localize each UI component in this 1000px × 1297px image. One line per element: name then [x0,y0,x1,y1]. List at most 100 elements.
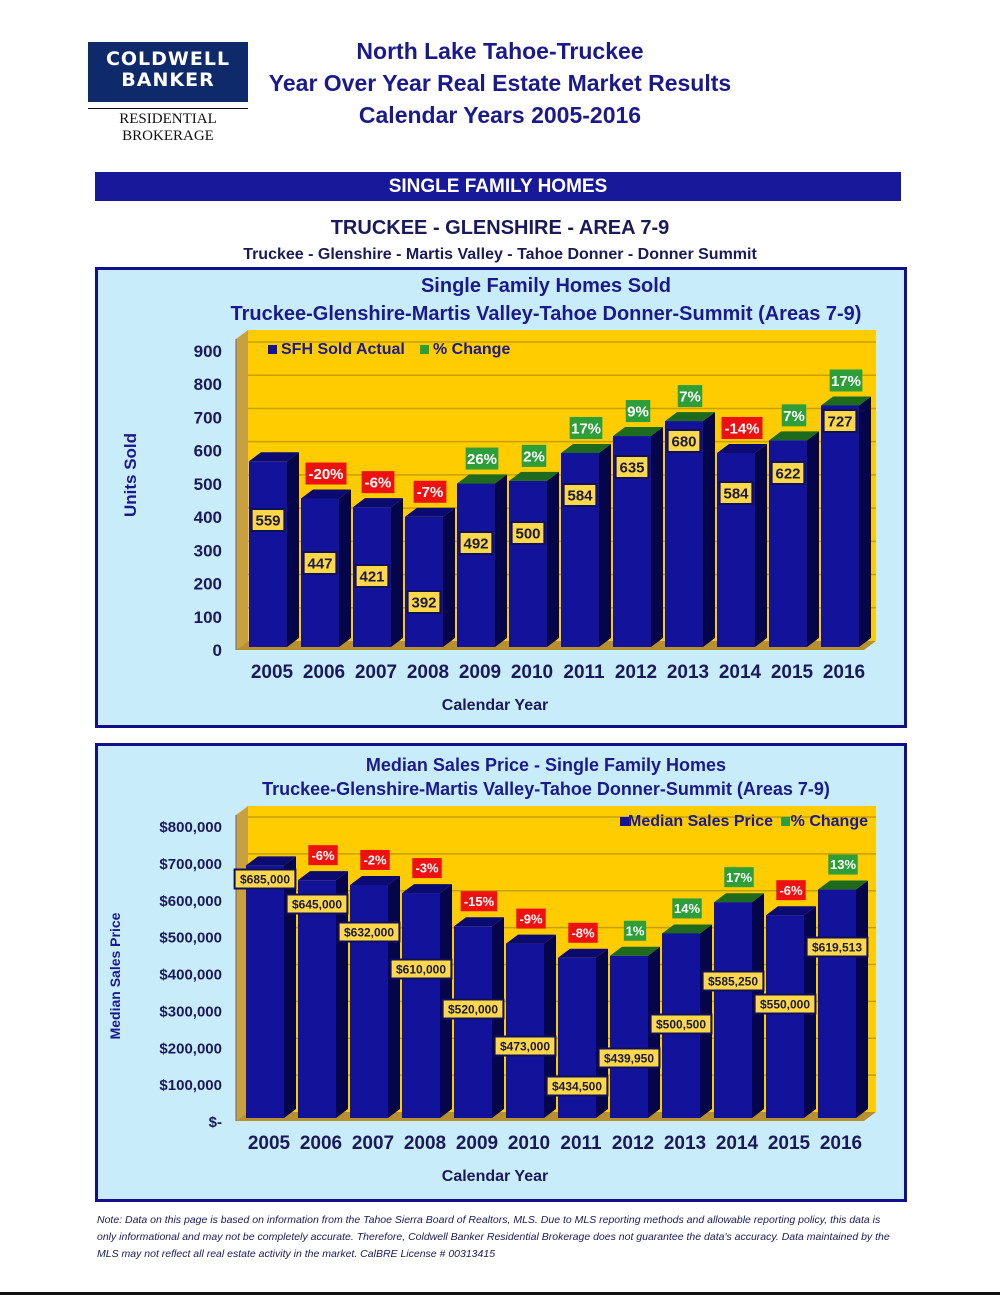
chart-title: Median Sales Price - Single Family Homes [366,755,726,775]
value-label: $685,000 [240,872,290,886]
pct-change-label: 13% [830,857,856,872]
legend-label-change: % Change [433,341,510,358]
pct-change-label-box [625,400,651,423]
y-tick-label: $100,000 [159,1077,222,1094]
footnote: Note: Data on this page is based on info… [97,1214,890,1260]
bar-2014 [714,902,752,1118]
bar-top [818,880,868,890]
pct-change-label: 9% [627,403,649,420]
coldwell-banker-logo: COLDWELL BANKER [88,42,248,102]
pct-change-label: -20% [308,466,343,483]
value-label-box [597,1047,661,1069]
bar-side [807,431,819,647]
bar-top [665,412,715,422]
y-tick-label: $500,000 [159,930,222,947]
left-wall [236,330,248,650]
legend-swatch-change [420,345,429,354]
bar-2005 [246,865,284,1118]
bar-top [301,489,351,499]
bar-2005 [249,461,287,647]
bar-side [599,443,611,647]
pct-change-label: -15% [464,894,495,909]
bar-side [339,489,351,647]
y-tick-label: $300,000 [159,1003,222,1020]
x-tick-label: 2014 [716,1133,759,1154]
bar-2012 [610,955,648,1118]
page-title-3: Calendar Years 2005-2016 [358,102,642,128]
x-tick-label: 2010 [508,1133,550,1154]
pct-change-label-box [623,920,647,941]
value-label-box [337,921,401,943]
pct-change-label-box [781,404,807,427]
x-tick-label: 2013 [667,662,709,683]
value-label-box [250,508,286,532]
pct-change-label: 17% [571,420,601,437]
area-title: TRUCKEE - GLENSHIRE - AREA 7-9 [330,217,670,239]
y-tick-label: $200,000 [159,1040,222,1057]
bar-side [755,443,767,647]
value-label-box [389,958,453,980]
pct-change-label: -6% [365,475,392,492]
y-tick-label: $400,000 [159,967,222,984]
value-label: $619,513 [812,940,862,954]
bottom-divider [0,1292,1000,1295]
legend-swatch-bar [268,345,277,354]
bar-side [544,934,556,1118]
bar-2007 [350,884,388,1118]
y-axis-label: Units Sold [121,433,140,517]
y-tick-label: 700 [194,408,222,427]
x-tick-label: 2013 [664,1133,706,1154]
y-tick-label: $- [209,1114,222,1131]
x-tick-label: 2015 [768,1133,811,1154]
bar-top [714,893,764,903]
pct-change-label-box [360,849,390,870]
bar-top [717,443,767,453]
value-label: 392 [411,594,436,611]
x-tick-label: 2015 [771,662,814,683]
value-label-box [233,868,297,890]
y-tick-label: 200 [194,575,222,594]
value-label: 584 [723,485,749,502]
x-tick-label: 2014 [719,662,762,683]
value-label: $632,000 [344,925,394,939]
value-label: 635 [619,459,644,476]
value-label-box [701,970,765,992]
chart-subtitle: Truckee-Glenshire-Martis Valley-Tahoe Do… [262,779,830,799]
value-label-box [458,531,494,555]
bar-side [495,474,507,647]
value-label-box [805,936,869,958]
y-tick-label: 500 [194,475,222,494]
page-title-2: Year Over Year Real Estate Market Result… [268,70,732,96]
bar-top [509,471,559,481]
bar-top [662,924,712,934]
bar-2009 [454,926,492,1118]
pct-change-label-box [361,471,395,494]
value-label-box [302,551,338,575]
bar-side [703,412,715,647]
logo-line2: BANKER [121,69,215,91]
value-label-box [614,455,650,479]
value-label-box [718,481,754,505]
value-label: 559 [255,512,280,529]
bar-top [246,856,296,866]
pct-change-label: 7% [783,408,805,425]
bar-side [287,452,299,647]
x-tick-label: 2006 [300,1133,342,1154]
x-axis-label: Calendar Year [442,697,548,714]
pct-change-label-box [460,891,498,912]
x-axis-label: Calendar Year [442,1168,548,1185]
bar-2008 [402,893,440,1118]
value-label: 584 [567,487,593,504]
value-label: 500 [515,525,540,542]
y-tick-label: 100 [194,608,222,627]
pct-change-label-box [677,385,703,408]
legend-swatch-bar [620,817,629,826]
y-tick-label: 0 [213,641,222,660]
value-label: $610,000 [396,962,446,976]
bar-2013 [665,421,703,647]
x-tick-label: 2009 [459,662,501,683]
x-tick-label: 2011 [560,1133,602,1154]
bar-top [506,934,556,944]
pct-change-label-box [829,369,863,392]
bar-side [388,875,400,1118]
